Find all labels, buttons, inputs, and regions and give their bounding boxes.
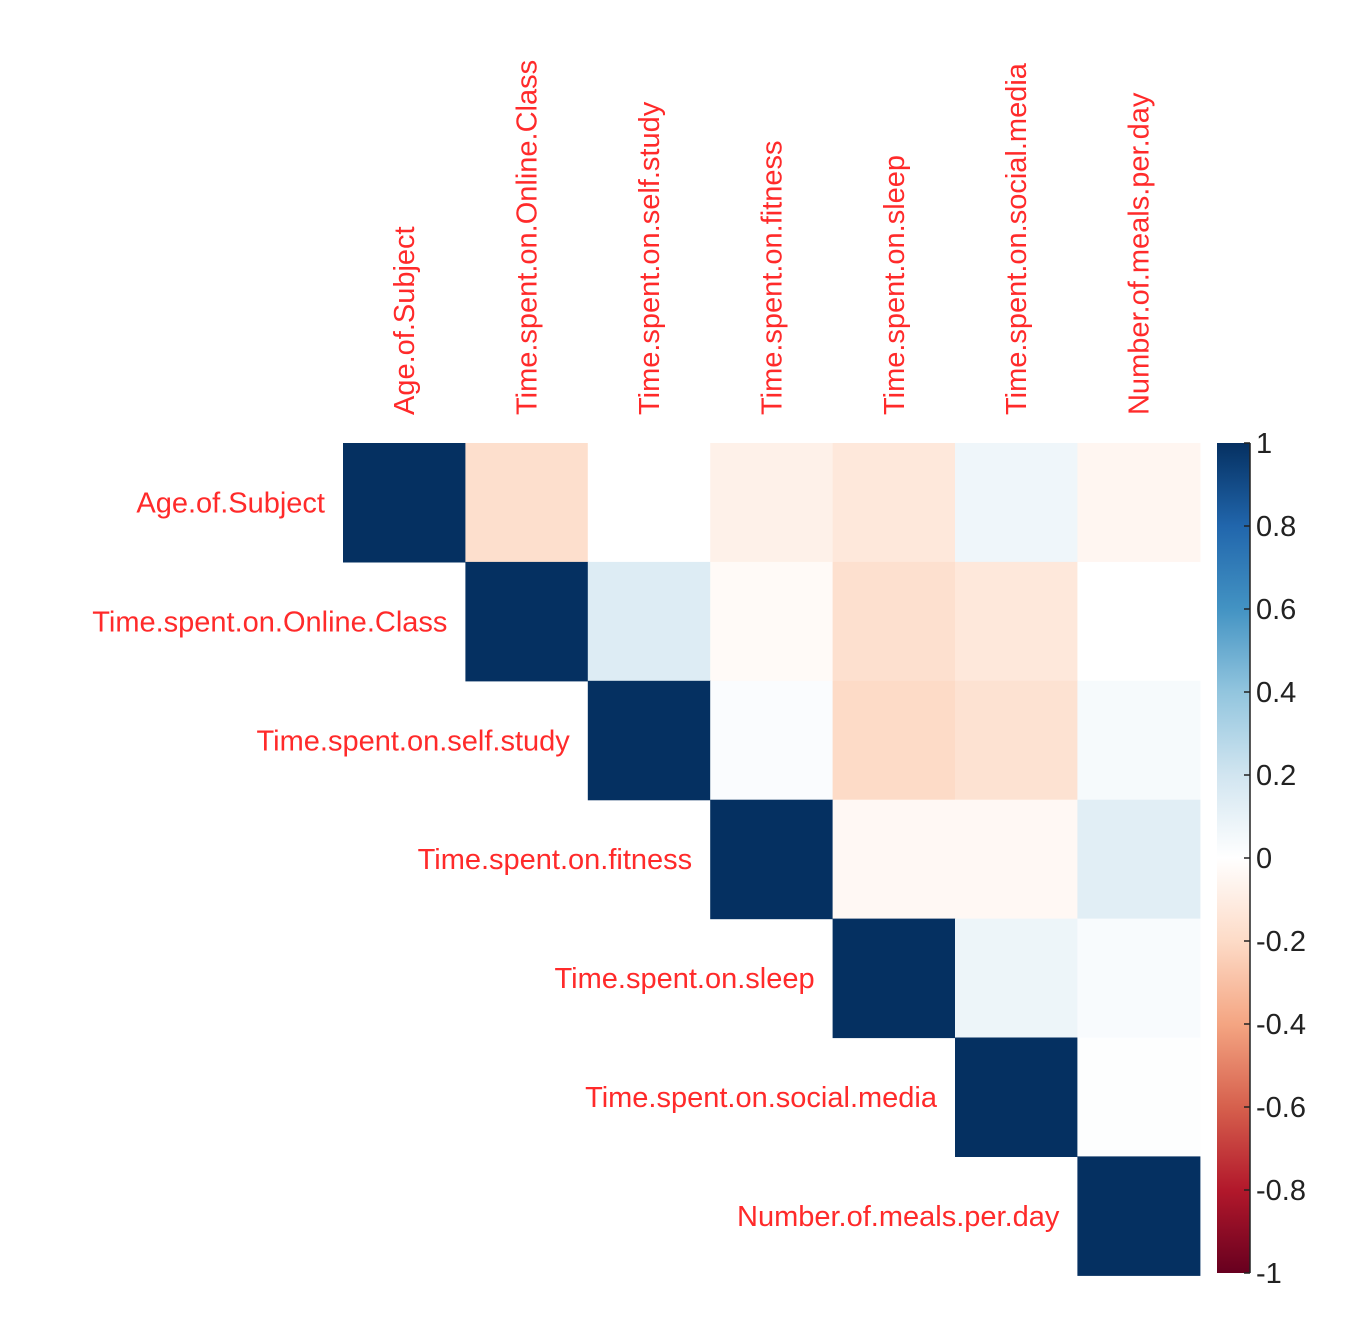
row-labels: Age.of.Subject Time.spent.on.Online.Class… [92,487,1060,1232]
heatmap-cell-r2-c4 [832,680,956,801]
colorbar-tick-label-10: -1 [1256,1258,1282,1290]
heatmap-cell-r0-c6 [1077,443,1201,563]
row-label-4: Time.spent.on.sleep [555,963,815,995]
heatmap-cell-r2-c2 [587,680,711,801]
row-label-0: Age.of.Subject [136,487,325,519]
column-label-1: Time.spent.on.Online.Class [512,60,544,415]
colorbar-tick-label-9: -0.8 [1256,1175,1306,1207]
colorbar-tick-label-8: -0.6 [1256,1092,1306,1124]
heatmap-cell-r1-c5 [955,561,1078,682]
heatmap-cell-r0-c3 [710,443,834,563]
row-label-2: Time.spent.on.self.study [257,725,571,757]
row-label-6: Number.of.meals.per.day [737,1201,1060,1233]
heatmap-cell-r2-c6 [1077,680,1201,801]
colorbar-tick-label-7: -0.4 [1256,1009,1306,1041]
column-label-2: Time.spent.on.self.study [634,101,666,415]
colorbar-tick-label-1: 0.8 [1256,511,1296,543]
column-label-5: Time.spent.on.social.media [1001,62,1033,415]
heatmap-cell-r5-c6 [1077,1037,1201,1157]
heatmap-cell-r1-c6 [1077,561,1201,682]
heatmap-cell-r3-c4 [832,799,956,920]
row-label-1: Time.spent.on.Online.Class [92,606,447,638]
row-label-5: Time.spent.on.social.media [585,1082,938,1114]
colorbar-tick-label-0: 1 [1256,428,1272,460]
heatmap-cell-r0-c0 [343,443,466,563]
column-label-0: Age.of.Subject [389,226,421,415]
colorbar-tick-label-5: 0 [1256,843,1272,875]
colorbar: 1 0.8 0.6 0.4 0.2 0 -0.2 -0.4 -0.6 -0.8 -1 [1217,428,1306,1290]
heatmap-cell-r0-c4 [832,443,956,563]
heatmap-cell-r1-c3 [710,561,834,682]
heatmap-cell-r1-c4 [832,561,956,682]
heatmap-cell-r2-c5 [955,680,1078,801]
colorbar-tick-label-2: 0.6 [1256,594,1296,626]
heatmap-cell-r3-c6 [1077,799,1201,920]
heatmap-cell-r3-c5 [955,799,1078,920]
heatmap-cell-r0-c5 [955,443,1078,563]
heatmap-cell-r5-c5 [955,1037,1078,1157]
heatmap-cell-r4-c4 [832,918,956,1039]
heatmap-cell-r2-c3 [710,680,834,801]
heatmap-cell-r1-c2 [587,561,711,682]
colorbar-tick-label-6: -0.2 [1256,926,1306,958]
heatmap-cell-r1-c1 [465,561,589,682]
heatmap-cell-r0-c2 [587,443,711,563]
column-labels: Age.of.Subject Time.spent.on.Online.Class… [389,60,1155,415]
colorbar-tick-label-3: 0.4 [1256,677,1296,709]
column-label-4: Time.spent.on.sleep [879,155,911,415]
column-label-3: Time.spent.on.fitness [756,140,788,415]
heatmap-cell-r3-c3 [710,799,834,920]
column-label-6: Number.of.meals.per.day [1124,92,1156,415]
row-label-3: Time.spent.on.fitness [418,844,693,876]
heatmap-cell-r6-c6 [1077,1156,1201,1276]
heatmap-cells [343,443,1201,1276]
heatmap-cell-r4-c6 [1077,918,1201,1039]
heatmap-cell-r0-c1 [465,443,589,563]
colorbar-tick-label-4: 0.2 [1256,760,1296,792]
heatmap-cell-r4-c5 [955,918,1078,1039]
